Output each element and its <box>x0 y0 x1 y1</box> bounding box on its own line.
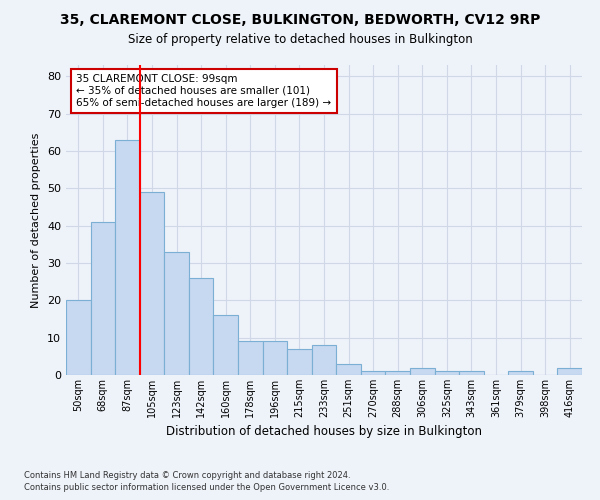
X-axis label: Distribution of detached houses by size in Bulkington: Distribution of detached houses by size … <box>166 426 482 438</box>
Text: 35, CLAREMONT CLOSE, BULKINGTON, BEDWORTH, CV12 9RP: 35, CLAREMONT CLOSE, BULKINGTON, BEDWORT… <box>60 12 540 26</box>
Bar <box>287 349 312 375</box>
Bar <box>508 372 533 375</box>
Bar <box>336 364 361 375</box>
Bar <box>189 278 214 375</box>
Bar <box>164 252 189 375</box>
Bar <box>115 140 140 375</box>
Bar <box>214 315 238 375</box>
Bar <box>361 372 385 375</box>
Bar <box>238 342 263 375</box>
Bar <box>557 368 582 375</box>
Bar <box>91 222 115 375</box>
Bar <box>459 372 484 375</box>
Y-axis label: Number of detached properties: Number of detached properties <box>31 132 41 308</box>
Bar <box>410 368 434 375</box>
Bar <box>66 300 91 375</box>
Text: Size of property relative to detached houses in Bulkington: Size of property relative to detached ho… <box>128 32 472 46</box>
Bar <box>385 372 410 375</box>
Bar <box>263 342 287 375</box>
Bar <box>312 345 336 375</box>
Text: Contains public sector information licensed under the Open Government Licence v3: Contains public sector information licen… <box>24 484 389 492</box>
Text: 35 CLAREMONT CLOSE: 99sqm
← 35% of detached houses are smaller (101)
65% of semi: 35 CLAREMONT CLOSE: 99sqm ← 35% of detac… <box>76 74 331 108</box>
Bar <box>434 372 459 375</box>
Text: Contains HM Land Registry data © Crown copyright and database right 2024.: Contains HM Land Registry data © Crown c… <box>24 471 350 480</box>
Bar <box>140 192 164 375</box>
